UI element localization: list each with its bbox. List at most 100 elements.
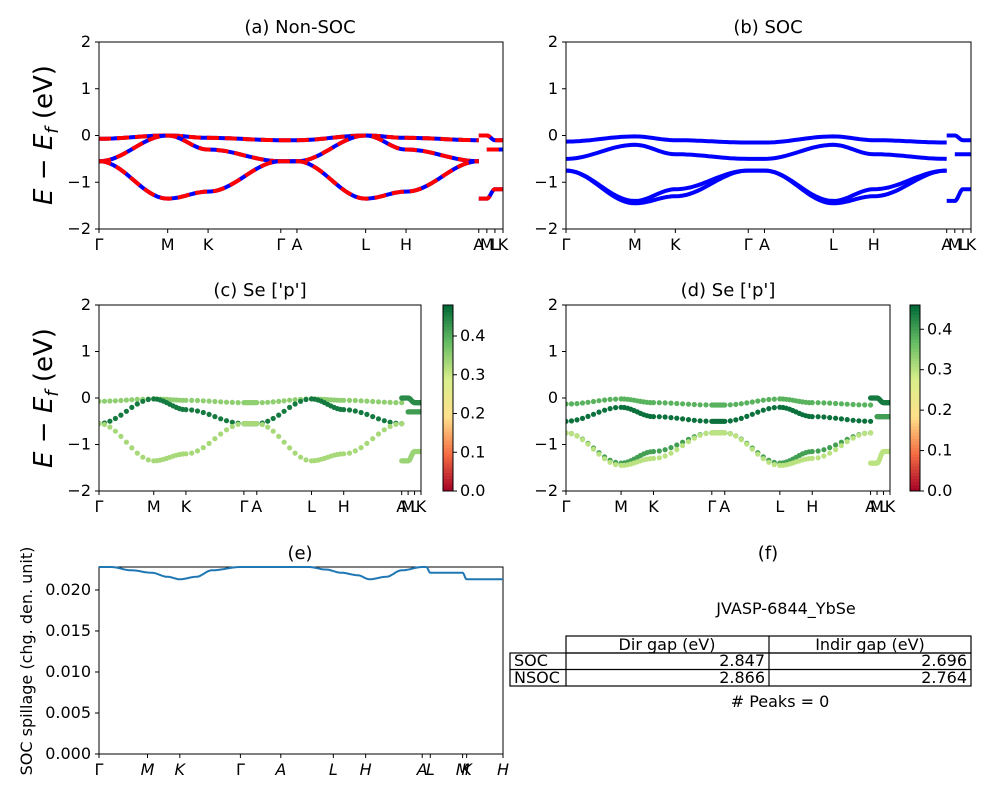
panel-d-point xyxy=(566,401,569,407)
panel-e-xtick-label: M xyxy=(456,760,470,779)
panel-b-ytick-label: −1 xyxy=(534,172,558,191)
cbar-d-swatch xyxy=(910,472,920,476)
panel-c-point xyxy=(129,404,135,410)
panel-e-ytick-label: 0.015 xyxy=(45,621,91,640)
panel-a-xtick-label: M xyxy=(161,235,175,254)
panel-c-point xyxy=(259,421,265,428)
panel-c-point xyxy=(140,454,146,460)
cbar-d-swatch xyxy=(910,450,920,455)
panel-b-band xyxy=(566,168,947,206)
panel-d-point xyxy=(656,400,662,406)
panel-c-point xyxy=(358,445,364,451)
panel-c-point xyxy=(370,414,376,420)
cbar-d-swatch xyxy=(910,370,920,374)
panel-d-point xyxy=(771,462,777,468)
panel-d-xtick-label: Γ xyxy=(562,497,571,516)
panel-d-point xyxy=(579,437,586,443)
panel-d-point xyxy=(821,447,827,453)
cbar-d-swatch xyxy=(910,422,920,427)
panel-c-xtick-label: L xyxy=(307,497,316,516)
panel-d-point xyxy=(827,400,833,406)
cbar-c-swatch xyxy=(443,305,453,309)
cbar-c-swatch xyxy=(443,394,453,399)
panel-d-point xyxy=(566,430,569,436)
cbar-c-swatch xyxy=(443,453,453,458)
panel-d-point xyxy=(585,413,591,419)
panel-d-point xyxy=(744,413,750,419)
cbar-d-swatch xyxy=(910,438,920,442)
cbar-d-swatch xyxy=(910,326,920,331)
cbar-d-swatch xyxy=(910,342,920,346)
panel-d-point xyxy=(674,415,680,421)
panel-c-point xyxy=(276,433,282,439)
cbar-c-swatch xyxy=(443,385,453,390)
cbar-d-swatch xyxy=(910,456,920,461)
panel-d-xtick-label: M xyxy=(614,497,628,516)
panel-c-xtick-label: Γ xyxy=(95,497,104,516)
panel-c-point xyxy=(145,396,151,403)
cbar-d-swatch xyxy=(910,447,920,452)
panel-d-point xyxy=(809,455,815,461)
cbar-c-swatch xyxy=(443,370,453,374)
cbar-c-swatch xyxy=(443,332,453,337)
panel-c-point xyxy=(118,433,124,439)
panel-a-title: (a) Non-SOC xyxy=(244,17,355,38)
cbar-c-swatch xyxy=(443,413,453,418)
panel-c-point xyxy=(194,448,201,454)
panel-a-xtick-label: K xyxy=(498,235,509,254)
cbar-c-tick-label: 0.2 xyxy=(460,404,485,423)
cbar-d-swatch xyxy=(910,404,920,408)
panel-b-band xyxy=(946,187,971,203)
cbar-c-swatch xyxy=(443,478,453,483)
cbar-d-frame xyxy=(909,304,921,492)
panel-e-frame xyxy=(98,566,504,755)
panel-a-band-solid xyxy=(99,159,479,201)
cbar-c-swatch xyxy=(443,481,453,486)
panel-c-point xyxy=(107,398,113,404)
cbar-c-tick-label: 0.3 xyxy=(460,365,485,384)
panel-d-point xyxy=(815,448,821,454)
panel-c-ytick-label: −2 xyxy=(67,481,91,500)
panel-d-point xyxy=(568,418,575,424)
cbar-d-swatch xyxy=(910,373,920,377)
panel-e-ytick-label: 0.010 xyxy=(45,662,91,681)
panel-c-point xyxy=(223,418,230,424)
panel-d-point xyxy=(862,418,868,424)
cbar-c-swatch xyxy=(443,404,453,408)
panel-e-ytick-label: 0.000 xyxy=(45,744,91,763)
cbar-d-tick-label: 0.1 xyxy=(927,441,952,460)
cbar-d-swatch xyxy=(910,360,920,365)
panel-c-point xyxy=(352,397,358,404)
panel-d-point xyxy=(821,414,827,420)
panel-d-point xyxy=(809,400,815,406)
panel-b-band xyxy=(946,133,971,143)
panel-d-point xyxy=(697,418,703,424)
cbar-c-swatch xyxy=(443,308,453,312)
cbar-c-swatch xyxy=(443,472,453,476)
panel-d-point xyxy=(650,400,657,406)
panel-c-point xyxy=(229,419,235,425)
panel-d-point xyxy=(674,447,680,453)
cbar-c-swatch xyxy=(443,416,453,421)
panel-c-point xyxy=(292,397,298,403)
cbar-d-swatch xyxy=(910,407,920,411)
panel-d-point xyxy=(833,415,839,421)
panel-d-point xyxy=(821,400,827,406)
panel-c-point xyxy=(346,450,353,456)
cbar-c-swatch xyxy=(443,314,453,318)
panel-e-ylabel: SOC spillage (chg. den. unit) xyxy=(17,547,36,776)
panel-d-point xyxy=(613,462,619,468)
panel-a-ytick-label: −2 xyxy=(67,219,91,238)
panel-d-point xyxy=(680,443,686,449)
cbar-d-swatch xyxy=(910,391,920,396)
panel-c-point xyxy=(189,397,195,403)
cbar-c-swatch xyxy=(443,422,453,427)
panel-c-point xyxy=(270,428,276,434)
panel-b-xtick-label: A xyxy=(941,235,952,254)
panel-d-point xyxy=(680,416,686,422)
cbar-c-swatch xyxy=(443,429,453,433)
panel-d-point xyxy=(703,430,709,437)
cbar-d-swatch xyxy=(910,348,920,352)
cbar-c-swatch xyxy=(443,336,453,340)
